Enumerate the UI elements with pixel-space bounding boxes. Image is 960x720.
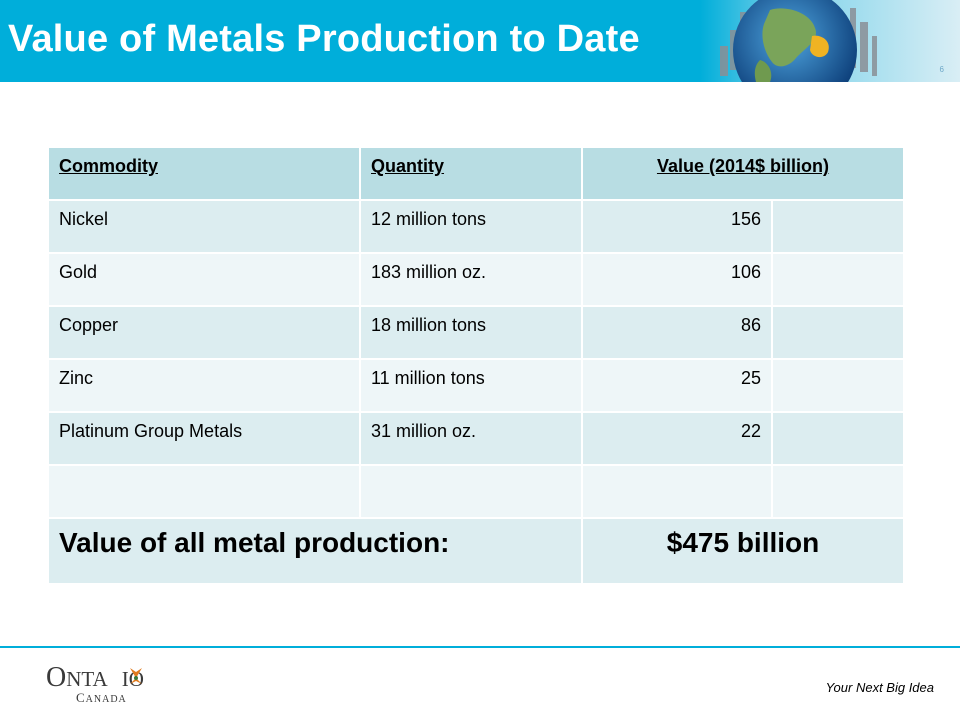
tagline: Your Next Big Idea <box>825 680 934 695</box>
table-row: Nickel 12 million tons 156 <box>49 200 905 254</box>
empty-cell <box>772 200 905 254</box>
quantity-cell: 18 million tons <box>360 306 583 360</box>
commodity-cell: Nickel <box>49 200 361 254</box>
value-cell: 22 <box>582 412 773 466</box>
slide-title: Value of Metals Production to Date <box>8 18 640 60</box>
table-total-row: Value of all metal production: $475 bill… <box>49 518 905 585</box>
quantity-cell: 11 million tons <box>360 359 583 413</box>
commodity-cell: Copper <box>49 306 361 360</box>
table-row: Zinc 11 million tons 25 <box>49 359 905 413</box>
header-commodity: Commodity <box>49 148 361 201</box>
empty-cell <box>772 306 905 360</box>
slide-number: 6 <box>939 65 944 74</box>
quantity-cell: 31 million oz. <box>360 412 583 466</box>
title-bar: Value of Metals Production to Date 6 <box>0 0 960 82</box>
header-quantity: Quantity <box>360 148 583 201</box>
table-header-row: Commodity Quantity Value (2014$ billion) <box>49 148 905 201</box>
total-label: Value of all metal production: <box>49 518 583 585</box>
commodity-cell: Zinc <box>49 359 361 413</box>
commodity-cell: Gold <box>49 253 361 307</box>
value-cell: 156 <box>582 200 773 254</box>
empty-cell <box>772 253 905 307</box>
header-value: Value (2014$ billion) <box>582 148 905 201</box>
table-row <box>49 465 905 519</box>
table-row: Copper 18 million tons 86 <box>49 306 905 360</box>
table-row: Platinum Group Metals 31 million oz. 22 <box>49 412 905 466</box>
quantity-cell: 183 million oz. <box>360 253 583 307</box>
trillium-icon <box>130 668 142 684</box>
total-value: $475 billion <box>582 518 905 585</box>
logo-wordmark-canada: CANADA <box>76 690 127 705</box>
value-cell: 25 <box>582 359 773 413</box>
value-cell <box>582 465 773 519</box>
globe-banner-image <box>700 0 960 82</box>
empty-cell <box>772 465 905 519</box>
value-cell: 106 <box>582 253 773 307</box>
logo-wordmark-ontario: ONTA IO <box>46 662 144 693</box>
empty-cell <box>772 412 905 466</box>
quantity-cell: 12 million tons <box>360 200 583 254</box>
ontario-canada-logo: ONTA IO CANADA <box>46 660 191 711</box>
quantity-cell <box>360 465 583 519</box>
footer-divider <box>0 646 960 648</box>
metals-production-table: Commodity Quantity Value (2014$ billion)… <box>49 148 905 585</box>
empty-cell <box>772 359 905 413</box>
commodity-cell: Platinum Group Metals <box>49 412 361 466</box>
table-row: Gold 183 million oz. 106 <box>49 253 905 307</box>
commodity-cell <box>49 465 361 519</box>
value-cell: 86 <box>582 306 773 360</box>
